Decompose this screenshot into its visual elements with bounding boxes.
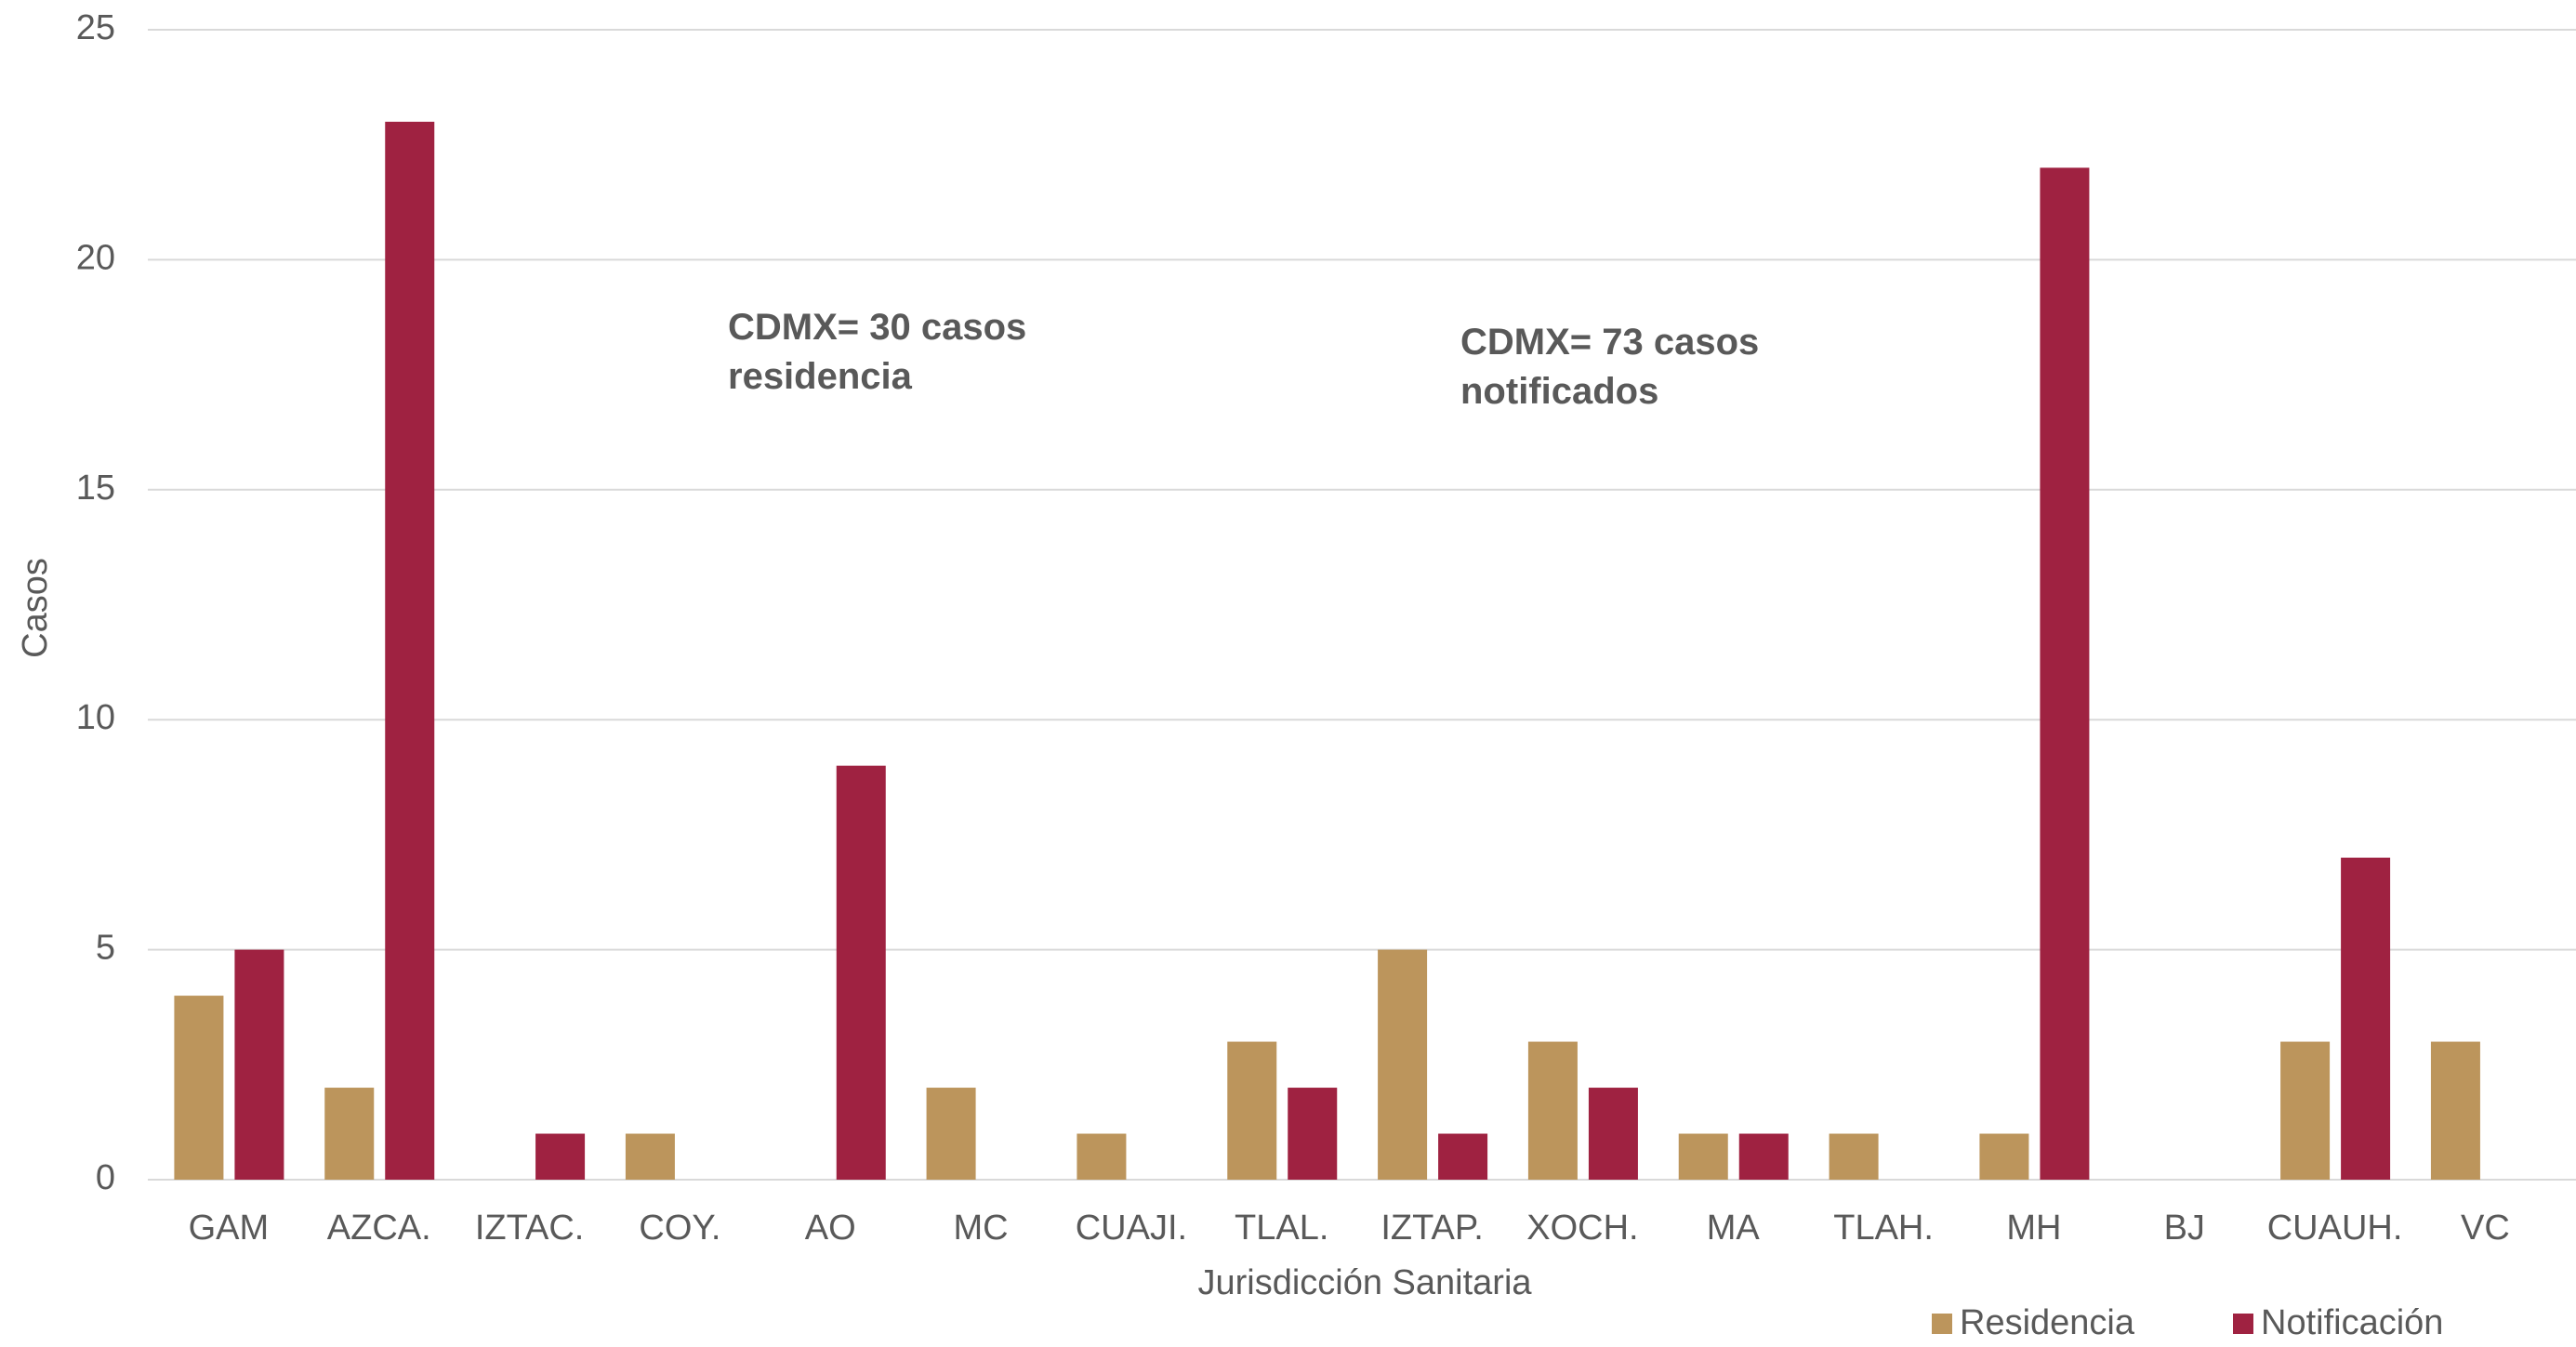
bar	[1227, 1041, 1277, 1180]
bar	[625, 1133, 675, 1180]
x-tick-label: CUAJI.	[1076, 1208, 1187, 1248]
y-tick-label: 0	[96, 1158, 115, 1197]
annotation: notificados	[1460, 371, 1658, 412]
bar	[1588, 1088, 1638, 1180]
x-tick-label: MC	[954, 1208, 1009, 1248]
bar	[174, 996, 224, 1180]
bar	[535, 1133, 586, 1180]
x-tick-label: MA	[1707, 1208, 1761, 1248]
x-tick-label: BJ	[2164, 1208, 2205, 1248]
x-tick-label: GAM	[189, 1208, 270, 1248]
bar	[1438, 1133, 1488, 1180]
x-tick-label: VC	[2461, 1208, 2510, 1248]
bar	[1077, 1133, 1127, 1180]
legend-label: Residencia	[1960, 1303, 2135, 1342]
y-tick-label: 25	[76, 8, 115, 47]
x-tick-label: TLAH.	[1833, 1208, 1934, 1248]
x-tick-label: MH	[2006, 1208, 2061, 1248]
x-tick-label: TLAL.	[1235, 1208, 1328, 1248]
bar	[836, 765, 886, 1180]
legend-swatch	[2233, 1314, 2253, 1334]
bar	[1979, 1133, 2029, 1180]
y-tick-label: 20	[76, 238, 115, 277]
annotation: CDMX= 73 casos	[1460, 322, 1759, 363]
y-tick-label: 15	[76, 469, 115, 508]
bar	[324, 1088, 375, 1180]
bar	[1678, 1133, 1728, 1180]
bar	[234, 949, 284, 1180]
x-tick-label: AZCA.	[327, 1208, 431, 1248]
legend-swatch	[1932, 1314, 1952, 1334]
bar	[1288, 1088, 1338, 1180]
bar	[2280, 1041, 2331, 1180]
bar	[385, 121, 435, 1181]
x-axis-title: Jurisdicción Sanitaria	[1197, 1263, 1532, 1302]
y-axis-title: Casos	[16, 558, 55, 658]
annotation: residencia	[728, 356, 913, 397]
bar	[2430, 1041, 2480, 1180]
x-tick-label: COY.	[639, 1208, 720, 1248]
x-tick-label: IZTAC.	[475, 1208, 585, 1248]
bar	[1738, 1133, 1789, 1180]
x-tick-label: CUAUH.	[2267, 1208, 2403, 1248]
x-tick-label: AO	[805, 1208, 856, 1248]
annotation: CDMX= 30 casos	[728, 307, 1026, 348]
x-tick-label: XOCH.	[1526, 1208, 1638, 1248]
x-tick-label: IZTAP.	[1380, 1208, 1484, 1248]
bar	[1378, 949, 1428, 1180]
legend-label: Notificación	[2261, 1303, 2443, 1342]
bar	[1527, 1041, 1578, 1180]
bar	[2040, 167, 2090, 1181]
bar	[2341, 857, 2391, 1180]
y-tick-label: 10	[76, 698, 115, 737]
bar	[926, 1088, 976, 1180]
bar	[1829, 1133, 1879, 1180]
y-tick-label: 5	[96, 929, 115, 968]
